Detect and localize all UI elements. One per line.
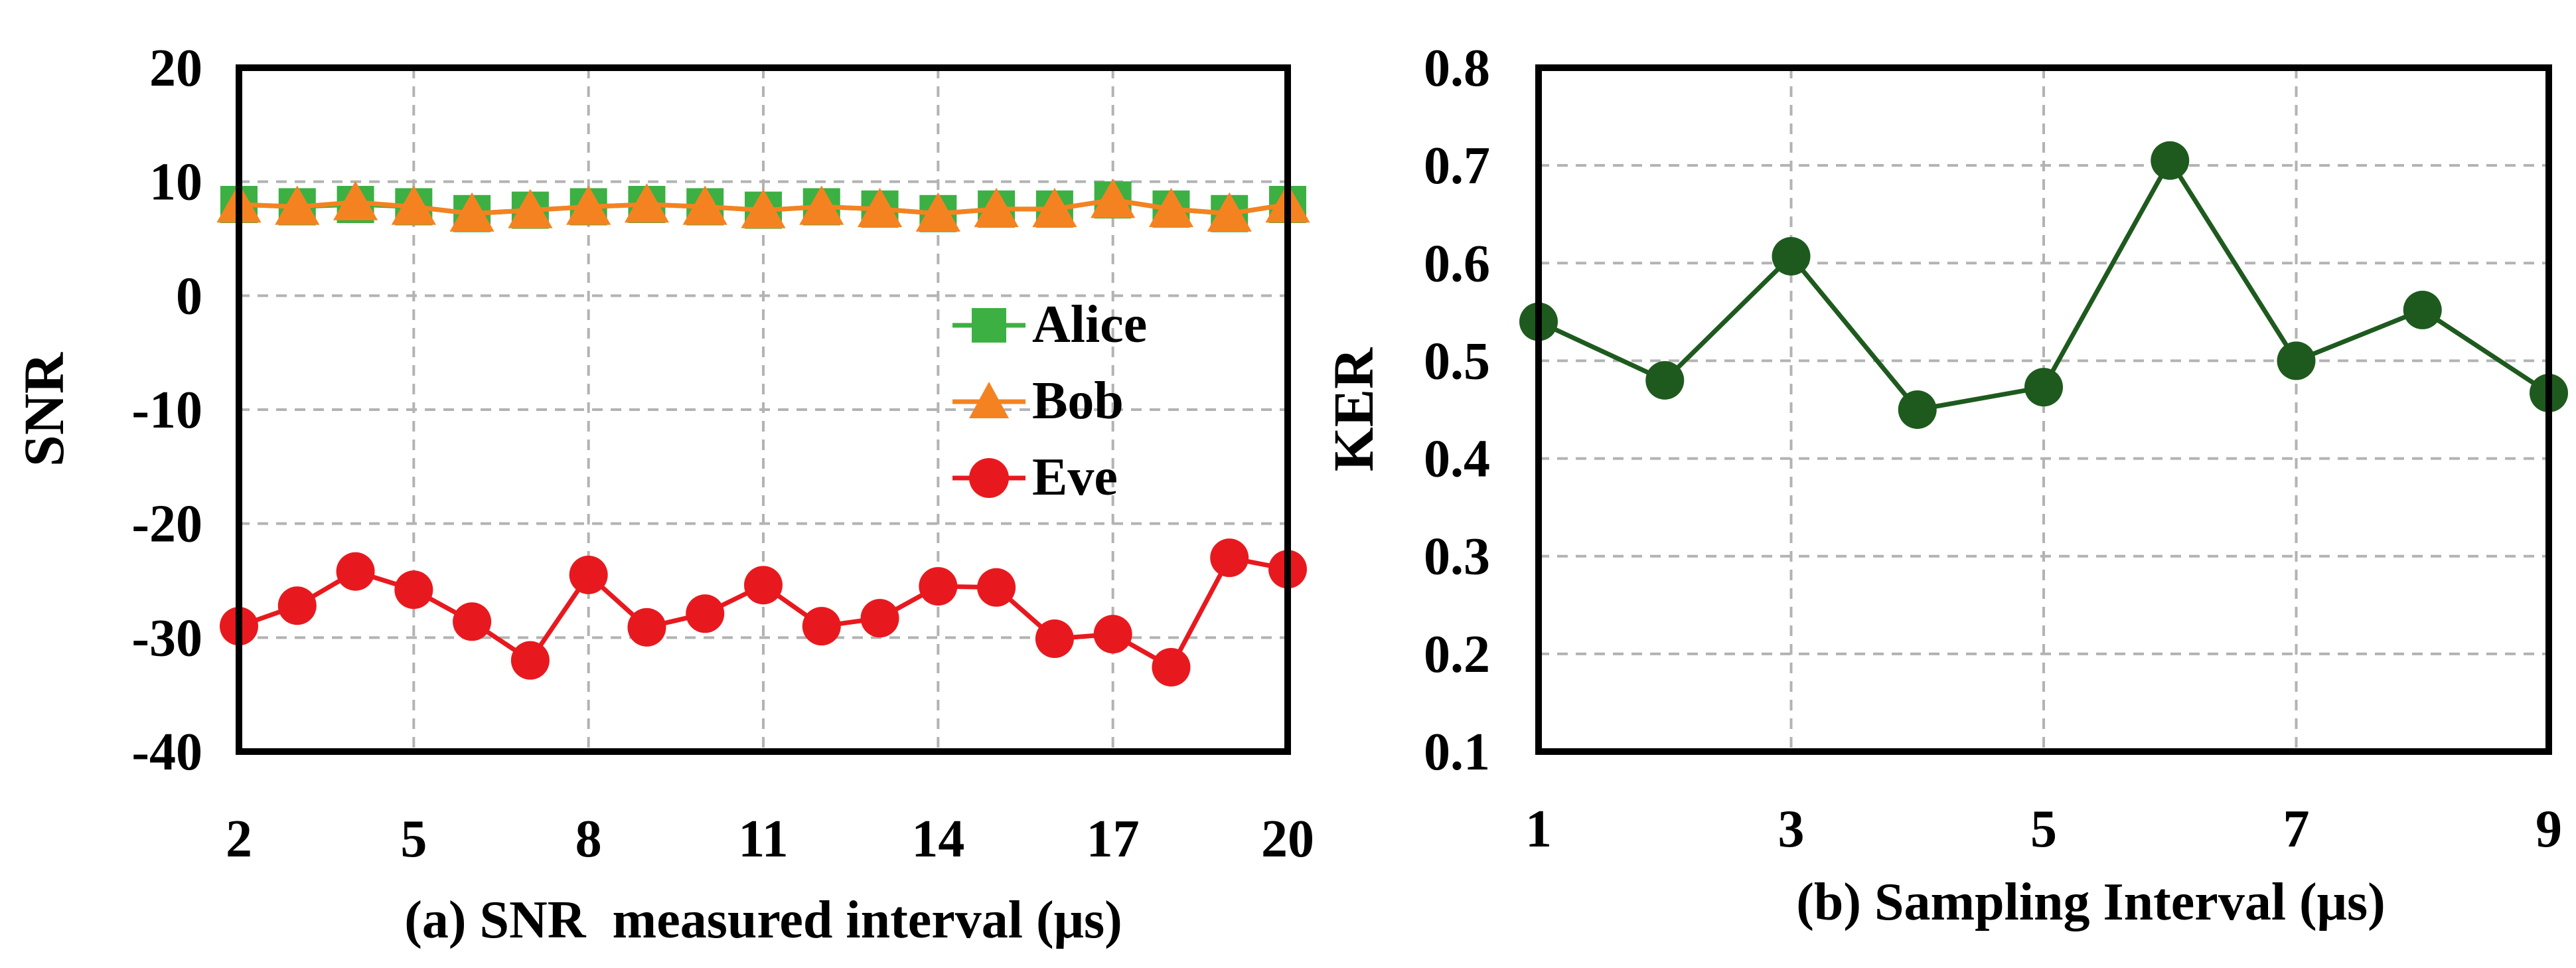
- y-tick-label: 10: [149, 153, 202, 212]
- data-point-marker: [510, 641, 550, 680]
- x-tick-label: 9: [2536, 800, 2562, 858]
- x-tick-label: 2: [226, 810, 252, 868]
- y-tick-label: 0.8: [1424, 39, 1490, 98]
- y-tick-label: -30: [131, 609, 202, 667]
- ker-grid: [1539, 68, 2549, 752]
- x-tick-label: 3: [1778, 800, 1805, 858]
- y-tick-label: 0.7: [1424, 137, 1490, 195]
- y-tick-label: 0.6: [1424, 234, 1490, 293]
- legend-circle-marker: [969, 458, 1009, 498]
- series-bob: [216, 179, 1310, 232]
- y-tick-label: 0.4: [1424, 430, 1490, 489]
- y-tick-label: -20: [131, 495, 202, 554]
- ker-y-axis-label: KER: [1322, 347, 1385, 471]
- snr-chart: -40 -30 -20 -10 0 10 20 2 5 8 11 14 17 20 SNR (a) SN…: [12, 39, 1314, 949]
- data-point-marker: [449, 192, 494, 232]
- series-line: [1519, 141, 2568, 429]
- snr-legend: Alice Bob Eve: [952, 295, 1147, 507]
- data-point-marker: [1772, 236, 1811, 276]
- legend-label-eve: Eve: [1032, 448, 1118, 507]
- data-point-marker: [333, 181, 378, 220]
- legend-item-bob: Bob: [952, 372, 1124, 430]
- data-point-marker: [1645, 361, 1685, 400]
- data-point-marker: [802, 607, 841, 646]
- data-point-marker: [391, 185, 436, 225]
- x-tick-label: 7: [2283, 800, 2310, 858]
- data-point-marker: [974, 187, 1019, 228]
- data-point-marker: [566, 185, 611, 225]
- y-tick-label: -40: [131, 723, 202, 781]
- data-point-marker: [277, 586, 317, 625]
- data-point-marker: [741, 189, 786, 228]
- data-point-marker: [860, 599, 899, 638]
- data-point-marker: [394, 570, 433, 609]
- snr-caption: (a) SNR measured interval (μs): [404, 891, 1122, 949]
- data-point-marker: [453, 602, 492, 641]
- snr-y-axis-label: SNR: [12, 352, 76, 467]
- ker-plot-frame: [1535, 64, 2552, 755]
- ker-chart: 0.1 0.2 0.3 0.4 0.5 0.6 0.7 0.8 1 3 5 7 9 KER (b) S…: [1322, 39, 2568, 931]
- legend-triangle-marker: [969, 382, 1009, 418]
- ker-x-tick-labels: 1 3 5 7 9: [1525, 800, 2562, 858]
- data-point-marker: [336, 552, 375, 591]
- data-point-marker: [275, 185, 320, 225]
- y-tick-label: 0.2: [1424, 625, 1490, 684]
- y-tick-label: -10: [131, 381, 202, 440]
- legend-item-eve: Eve: [952, 448, 1118, 507]
- ker-caption: (b) Sampling Interval (μs): [1796, 873, 2386, 931]
- y-tick-label: 0: [176, 267, 202, 325]
- snr-x-tick-labels: 2 5 8 11 14 17 20: [226, 810, 1314, 868]
- snr-series-layer: [216, 179, 1310, 686]
- data-point-marker: [2277, 341, 2316, 380]
- y-tick-label: 20: [149, 39, 202, 98]
- series-eve: [220, 538, 1307, 686]
- data-point-marker: [682, 185, 727, 225]
- x-tick-label: 11: [738, 810, 789, 868]
- legend-label-alice: Alice: [1032, 295, 1147, 354]
- ker-series-layer: [1519, 141, 2568, 429]
- x-tick-label: 14: [911, 810, 964, 868]
- x-tick-label: 8: [575, 810, 602, 868]
- data-point-marker: [1032, 187, 1077, 228]
- x-tick-label: 5: [400, 810, 427, 868]
- data-point-marker: [627, 607, 666, 647]
- data-point-marker: [686, 594, 725, 633]
- y-tick-label: 0.5: [1424, 332, 1490, 390]
- data-point-marker: [915, 192, 960, 232]
- data-point-marker: [1093, 615, 1132, 654]
- data-point-marker: [2024, 368, 2063, 407]
- data-point-marker: [1207, 192, 1252, 232]
- snr-plot-frame: [236, 64, 1291, 755]
- data-point-marker: [1210, 538, 1249, 578]
- data-point-marker: [1035, 619, 1074, 659]
- data-point-marker: [1898, 390, 1937, 429]
- data-point-marker: [1091, 179, 1136, 218]
- data-point-marker: [919, 567, 958, 606]
- x-tick-label: 1: [1525, 800, 1552, 858]
- x-tick-label: 5: [2030, 800, 2057, 858]
- data-point-marker: [624, 183, 670, 223]
- data-point-marker: [569, 555, 608, 594]
- data-point-marker: [799, 185, 844, 225]
- x-tick-label: 17: [1087, 810, 1140, 868]
- data-point-marker: [2403, 290, 2442, 329]
- legend-item-alice: Alice: [952, 295, 1147, 354]
- ker-y-tick-labels: 0.1 0.2 0.3 0.4 0.5 0.6 0.7 0.8: [1424, 39, 1490, 781]
- data-point-marker: [857, 187, 903, 228]
- data-point-marker: [744, 566, 783, 605]
- data-point-marker: [1148, 187, 1194, 228]
- y-tick-label: 0.3: [1424, 528, 1490, 586]
- data-point-marker: [1152, 647, 1191, 686]
- snr-y-tick-labels: -40 -30 -20 -10 0 10 20: [131, 39, 202, 781]
- x-tick-label: 20: [1261, 810, 1314, 868]
- data-point-marker: [977, 568, 1016, 607]
- data-point-marker: [2151, 141, 2190, 180]
- legend-square-marker: [972, 308, 1006, 343]
- data-point-marker: [508, 189, 553, 228]
- legend-label-bob: Bob: [1032, 372, 1124, 430]
- y-tick-label: 0.1: [1424, 723, 1490, 781]
